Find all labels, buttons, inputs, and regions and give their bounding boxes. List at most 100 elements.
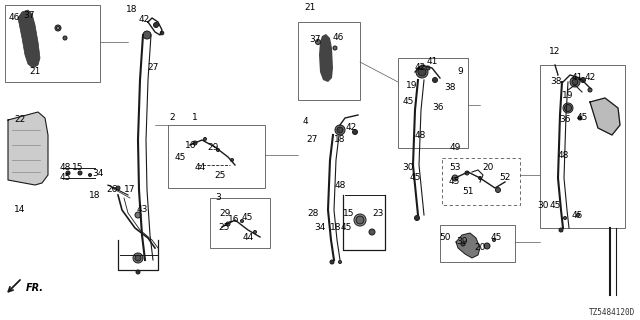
Text: 17: 17	[124, 186, 136, 195]
Text: 45: 45	[340, 223, 352, 233]
Circle shape	[133, 253, 143, 263]
Bar	[398, 58, 468, 148]
Text: 38: 38	[444, 84, 456, 92]
Text: 48: 48	[557, 150, 569, 159]
Circle shape	[356, 216, 364, 224]
Circle shape	[216, 148, 220, 151]
Text: 48: 48	[60, 164, 70, 172]
Text: 36: 36	[559, 116, 571, 124]
Text: 25: 25	[218, 223, 230, 233]
Text: 51: 51	[462, 188, 474, 196]
Text: 27: 27	[147, 63, 159, 73]
Bar	[540, 65, 625, 228]
Text: 46: 46	[8, 13, 20, 22]
Circle shape	[577, 213, 579, 217]
Text: 18: 18	[330, 223, 342, 233]
Circle shape	[55, 25, 61, 31]
Text: 16: 16	[228, 215, 240, 225]
Circle shape	[354, 214, 366, 226]
Text: 50: 50	[439, 234, 451, 243]
Text: 48: 48	[414, 131, 426, 140]
Circle shape	[572, 79, 578, 85]
Circle shape	[495, 188, 500, 193]
Polygon shape	[456, 233, 480, 258]
Circle shape	[63, 36, 67, 40]
Text: 45: 45	[60, 173, 70, 182]
Circle shape	[143, 31, 151, 39]
Circle shape	[416, 66, 428, 78]
Text: 2: 2	[169, 114, 175, 123]
Text: 37: 37	[309, 36, 321, 44]
Text: 15: 15	[72, 164, 84, 172]
Text: 43: 43	[136, 205, 148, 214]
Circle shape	[465, 171, 469, 175]
Text: FR.: FR.	[26, 283, 44, 293]
Text: 45: 45	[549, 201, 561, 210]
Text: 20: 20	[474, 244, 486, 252]
Bar	[440, 225, 515, 262]
Circle shape	[580, 77, 586, 83]
Text: 14: 14	[14, 205, 26, 214]
Circle shape	[335, 125, 345, 135]
Text: 49: 49	[449, 143, 461, 153]
Circle shape	[88, 173, 92, 177]
Circle shape	[136, 270, 140, 274]
Circle shape	[56, 27, 60, 29]
Text: 21: 21	[29, 68, 41, 76]
Text: 27: 27	[307, 135, 317, 145]
Circle shape	[135, 255, 141, 261]
Circle shape	[433, 77, 438, 83]
Polygon shape	[319, 34, 333, 82]
Circle shape	[337, 127, 343, 133]
Circle shape	[241, 220, 243, 222]
Circle shape	[253, 230, 257, 234]
Text: 34: 34	[92, 169, 104, 178]
Text: 29: 29	[220, 209, 230, 218]
Text: 29: 29	[207, 143, 219, 153]
Circle shape	[369, 229, 375, 235]
Bar	[298, 22, 360, 100]
Text: 19: 19	[406, 81, 418, 90]
Circle shape	[330, 260, 334, 264]
Text: 21: 21	[304, 4, 316, 12]
Text: 52: 52	[499, 173, 511, 182]
Polygon shape	[8, 112, 48, 185]
Circle shape	[452, 175, 458, 181]
Text: 37: 37	[23, 12, 35, 20]
Text: 18: 18	[334, 135, 346, 145]
Text: 38: 38	[550, 77, 562, 86]
Circle shape	[353, 130, 358, 134]
Text: 20: 20	[483, 164, 493, 172]
Text: 19: 19	[563, 91, 573, 100]
Text: 45: 45	[572, 211, 582, 220]
Circle shape	[570, 77, 580, 87]
Text: 22: 22	[14, 116, 26, 124]
Text: 42: 42	[346, 124, 356, 132]
Text: 45: 45	[403, 98, 413, 107]
Text: 12: 12	[549, 47, 561, 57]
Circle shape	[588, 88, 592, 92]
Text: 34: 34	[314, 223, 326, 233]
Bar	[210, 198, 270, 248]
Bar	[168, 125, 265, 188]
Circle shape	[461, 242, 465, 246]
Circle shape	[316, 39, 321, 44]
Text: 42: 42	[138, 15, 150, 25]
Circle shape	[78, 171, 82, 175]
Text: 18: 18	[126, 4, 138, 13]
Text: 44: 44	[243, 234, 253, 243]
Text: 45: 45	[490, 234, 502, 243]
Text: 30: 30	[537, 201, 548, 210]
Polygon shape	[590, 98, 620, 135]
Circle shape	[154, 22, 159, 28]
Text: 25: 25	[214, 171, 226, 180]
Text: 39: 39	[456, 237, 468, 246]
Circle shape	[333, 46, 337, 50]
Text: 45: 45	[174, 154, 186, 163]
Text: 23: 23	[372, 209, 384, 218]
Text: 42: 42	[584, 74, 596, 83]
Polygon shape	[18, 10, 40, 68]
Text: 42: 42	[414, 63, 426, 73]
Circle shape	[559, 228, 563, 232]
Circle shape	[484, 243, 490, 249]
